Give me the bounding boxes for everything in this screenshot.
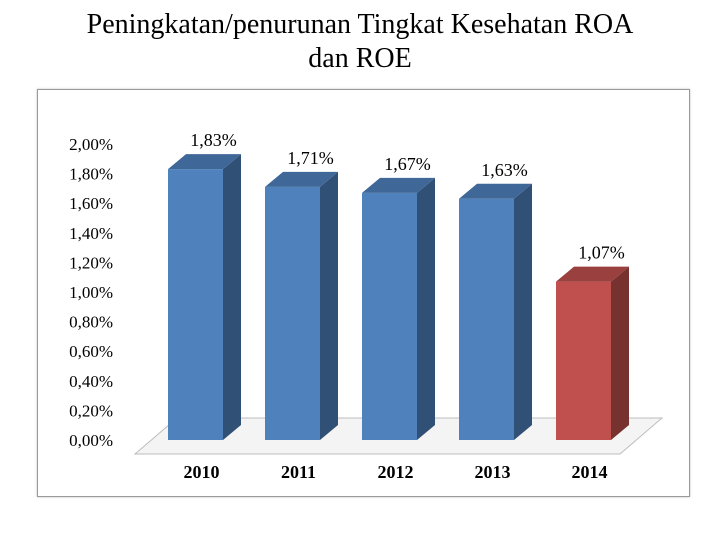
x-tick-label: 2012 xyxy=(378,462,414,482)
bar-front xyxy=(556,281,611,440)
bar-front xyxy=(168,169,223,440)
title-line-1: Peningkatan/penurunan Tingkat Kesehatan … xyxy=(86,9,634,40)
title-line-2: dan ROE xyxy=(308,43,412,74)
y-tick-label: 1,80% xyxy=(69,165,113,184)
bar-front xyxy=(459,198,514,440)
x-tick-label: 2013 xyxy=(475,462,511,482)
y-tick-label: 1,40% xyxy=(69,224,113,243)
y-tick-label: 0,00% xyxy=(69,431,113,450)
bar xyxy=(168,154,241,440)
data-label: 1,63% xyxy=(481,160,528,180)
bar-side xyxy=(611,266,629,440)
y-tick-label: 0,80% xyxy=(69,313,113,332)
y-tick-label: 1,60% xyxy=(69,194,113,213)
bar xyxy=(265,171,338,441)
bar-top xyxy=(168,154,241,170)
bar-side xyxy=(320,171,338,441)
bar-top xyxy=(556,266,629,282)
bar-side xyxy=(514,183,532,440)
bar-side xyxy=(223,154,241,440)
bar-front xyxy=(362,192,417,440)
y-tick-label: 0,60% xyxy=(69,342,113,361)
data-label: 1,83% xyxy=(190,130,237,150)
y-tick-label: 0,20% xyxy=(69,401,113,420)
data-label: 1,67% xyxy=(384,154,431,174)
bar-top xyxy=(265,171,338,187)
y-tick-label: 2,00% xyxy=(69,135,113,154)
bar xyxy=(362,177,435,440)
bar xyxy=(556,266,629,440)
x-tick-label: 2010 xyxy=(184,462,220,482)
y-tick-label: 0,40% xyxy=(69,372,113,391)
x-tick-label: 2011 xyxy=(281,462,316,482)
bar-top xyxy=(459,183,532,199)
chart-title: Peningkatan/penurunan Tingkat Kesehatan … xyxy=(0,8,720,76)
bar-top xyxy=(362,177,435,193)
bar-front xyxy=(265,186,320,440)
x-tick-label: 2014 xyxy=(572,462,608,482)
data-label: 1,71% xyxy=(287,148,334,168)
y-tick-label: 1,00% xyxy=(69,283,113,302)
data-label: 1,07% xyxy=(578,243,625,263)
bar-side xyxy=(417,177,435,440)
y-tick-label: 1,20% xyxy=(69,253,113,272)
bar xyxy=(459,183,532,440)
